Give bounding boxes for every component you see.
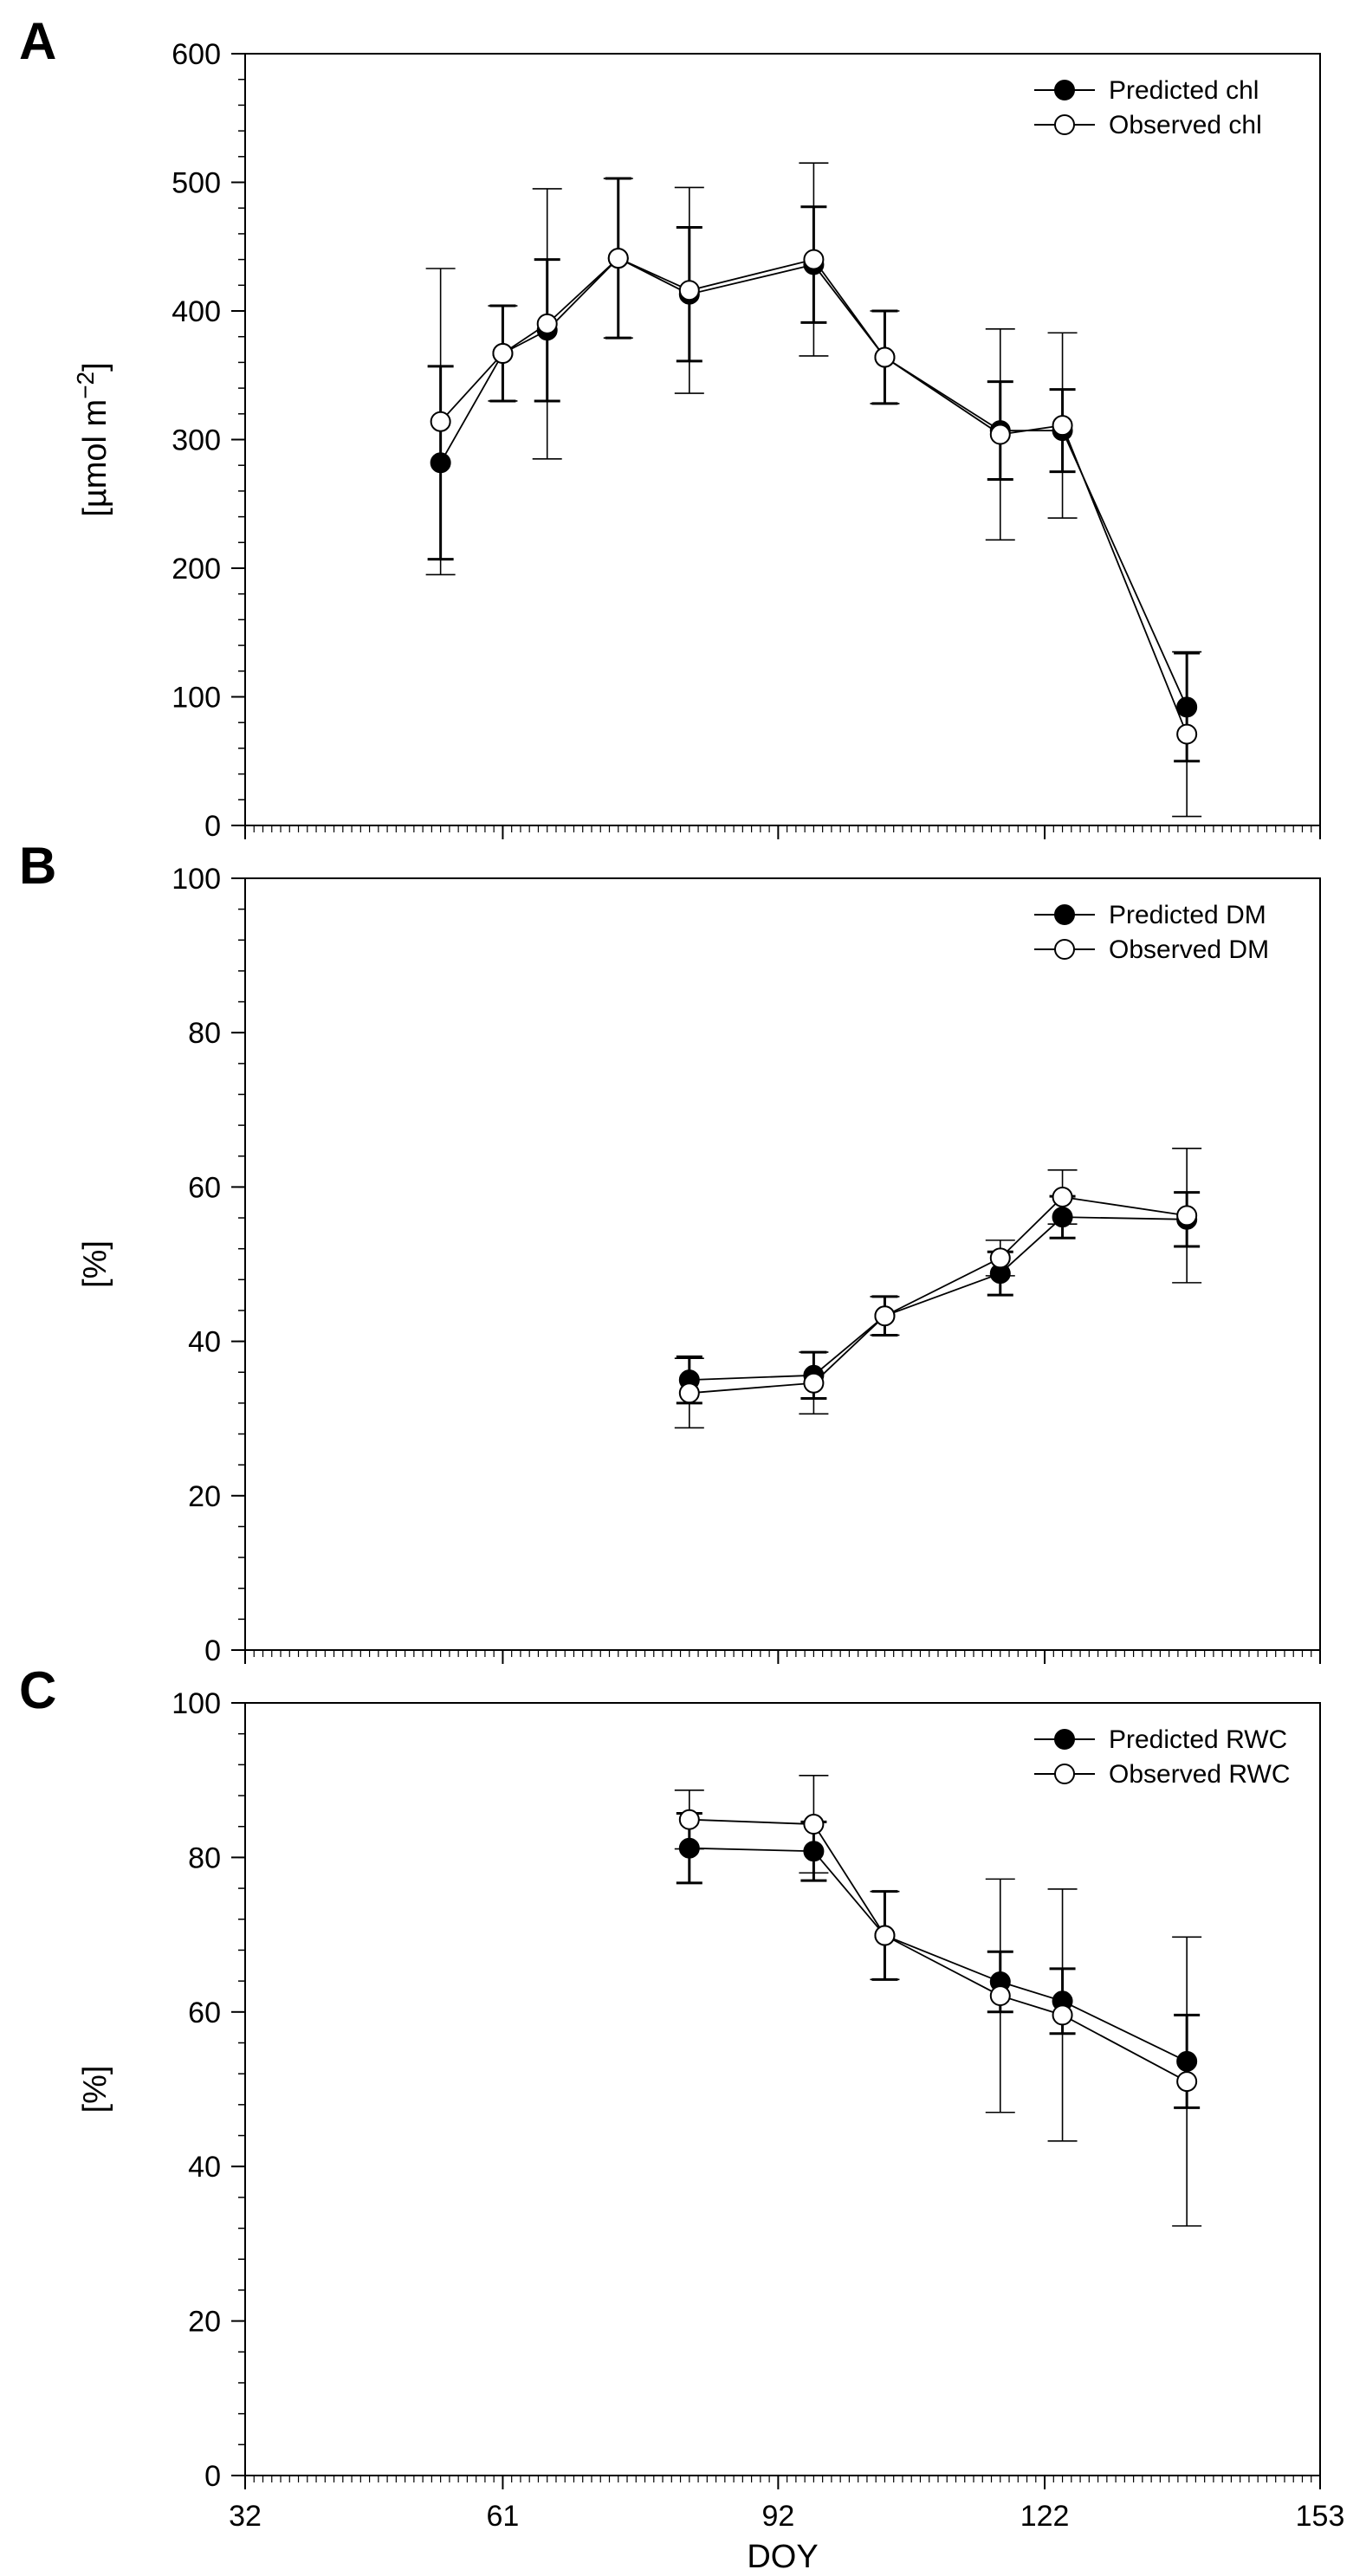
legend-label: Observed RWC: [1109, 1760, 1291, 1789]
y-axis-title: [µmol m−2]: [72, 362, 113, 516]
legend-marker: [1054, 904, 1075, 925]
legend-label: Predicted RWC: [1109, 1725, 1287, 1754]
data-point: [1176, 2071, 1198, 2093]
data-point: [803, 1814, 825, 1835]
y-tick-label: 500: [172, 167, 221, 200]
legend: Predicted DM Observed DM: [1034, 901, 1269, 964]
legend: Predicted chl Observed chl: [1034, 76, 1262, 139]
data-point: [678, 1809, 700, 1830]
panel-label: C: [19, 1661, 56, 1719]
data-point: [1052, 1186, 1073, 1207]
y-tick-label: 400: [172, 295, 221, 328]
legend-label: Observed chl: [1109, 111, 1262, 139]
y-tick-label: 40: [188, 1326, 221, 1359]
series-line: [689, 1216, 1188, 1382]
data-point: [1052, 415, 1073, 437]
y-tick-label: 80: [188, 1841, 221, 1874]
y-tick-label: 80: [188, 1017, 221, 1050]
y-tick-label: 200: [172, 553, 221, 586]
data-point: [1176, 723, 1198, 745]
y-tick-label: 0: [204, 2460, 221, 2493]
y-tick-label: 300: [172, 424, 221, 457]
data-point: [492, 343, 514, 365]
legend-label: Observed DM: [1109, 935, 1269, 964]
y-axis-title-end: ]: [77, 362, 113, 372]
legend-label: Predicted chl: [1109, 76, 1259, 105]
legend-marker: [1054, 939, 1075, 960]
data-point: [678, 280, 700, 301]
data-point: [989, 424, 1011, 445]
data-point: [607, 248, 629, 269]
y-axis-title-sup: −2: [72, 372, 99, 399]
series-observed: [674, 1148, 1202, 1429]
data-point: [803, 1372, 825, 1394]
y-tick-label: 40: [188, 2151, 221, 2184]
chart-panel-b: B 0 20 40 60 80 100 [%] Predicted DM Observed DM: [19, 837, 1321, 1667]
x-tick-label: 32: [229, 2500, 262, 2533]
data-point: [874, 346, 896, 368]
y-tick-label: 60: [188, 1171, 221, 1204]
chart-panel-c: C 0 20 40 60 80 100 32 61 92 122 153 DOY [%] Predicted…: [19, 1661, 1344, 2575]
y-axis-title-main: [µmol m: [77, 399, 113, 517]
data-point: [430, 411, 451, 432]
y-tick-label: 100: [172, 1687, 221, 1720]
data-point: [678, 1382, 700, 1404]
x-tick-label: 61: [487, 2500, 520, 2533]
legend-marker: [1054, 1764, 1075, 1784]
x-tick-label: 122: [1020, 2500, 1070, 2533]
y-axis-title: [%]: [77, 1240, 113, 1288]
plot-frame: [244, 1702, 1321, 2476]
panel-label: A: [19, 12, 56, 70]
plot-frame: [244, 53, 1321, 826]
legend-marker: [1054, 80, 1075, 100]
y-tick-label: 100: [172, 863, 221, 896]
series-line: [689, 1847, 1188, 2062]
series-line: [439, 257, 1188, 735]
panel-label: B: [19, 837, 56, 895]
legend-marker: [1054, 114, 1075, 135]
series-observed: [425, 162, 1202, 818]
chart-panel-a: A 0 100 200 300 400 500 600 [µmol m−2] Predicted …: [19, 12, 1321, 843]
data-point: [1176, 1205, 1198, 1227]
series-predicted: [676, 1812, 1201, 2109]
y-tick-label: 60: [188, 1997, 221, 2029]
y-tick-label: 600: [172, 38, 221, 71]
series-line: [689, 1818, 1188, 2082]
y-tick-label: 0: [204, 1634, 221, 1667]
y-axis-title: [%]: [77, 2066, 113, 2113]
data-point: [874, 1925, 896, 1946]
legend-marker: [1054, 1729, 1075, 1750]
data-point: [536, 313, 558, 334]
y-tick-label: 100: [172, 682, 221, 715]
data-point: [1052, 2004, 1073, 2026]
y-tick-label: 20: [188, 1480, 221, 1513]
x-axis-title: DOY: [747, 2539, 818, 2575]
series-predicted: [676, 1191, 1201, 1405]
y-tick-label: 20: [188, 2306, 221, 2339]
legend-label: Predicted DM: [1109, 901, 1266, 929]
data-point: [874, 1305, 896, 1327]
data-point: [989, 1985, 1011, 2007]
x-tick-label: 153: [1296, 2500, 1345, 2533]
series-line: [689, 1196, 1188, 1395]
plot-frame: [244, 877, 1321, 1651]
data-point: [989, 1247, 1011, 1269]
legend: Predicted RWC Observed RWC: [1034, 1725, 1291, 1789]
y-tick-label: 0: [204, 810, 221, 843]
x-tick-label: 92: [761, 2500, 794, 2533]
data-point: [803, 249, 825, 270]
series-observed: [674, 1775, 1202, 2227]
